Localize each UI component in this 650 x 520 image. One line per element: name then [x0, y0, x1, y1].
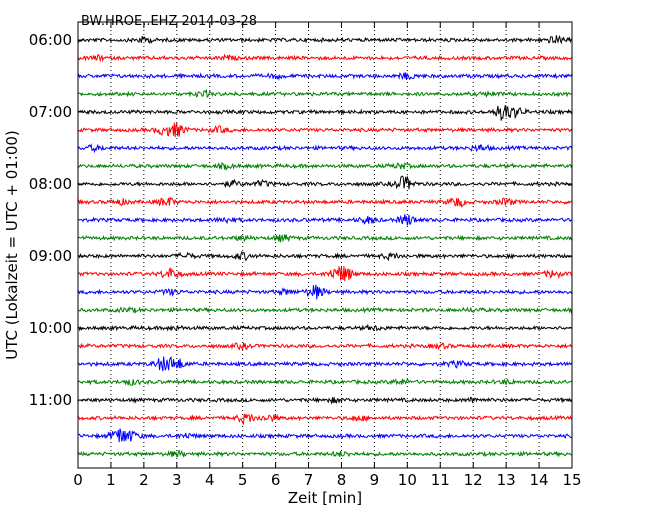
seismic-trace: [77, 175, 573, 190]
x-tick-label: 0: [73, 471, 83, 489]
x-tick-label: 11: [431, 471, 450, 489]
y-axis-ticks: 06:00 07:00 08:00 09:00 10:00 11:00: [29, 31, 572, 409]
x-tick-label: 12: [464, 471, 483, 489]
y-axis-label: UTC (Lokalzeit = UTC + 01:00): [3, 130, 21, 360]
seismic-trace: [77, 214, 573, 226]
seismic-trace: [77, 122, 573, 138]
x-tick-label: 6: [271, 471, 281, 489]
x-tick-label: 5: [238, 471, 248, 489]
x-tick-label: 8: [337, 471, 347, 489]
x-tick-label: 2: [139, 471, 149, 489]
seismic-trace: [77, 34, 573, 45]
x-tick-label: 4: [205, 471, 215, 489]
seismic-trace: [77, 413, 573, 426]
y-tick-label: 08:00: [29, 175, 72, 193]
y-tick-label: 09:00: [29, 247, 72, 265]
vertical-grid: [110, 22, 540, 468]
seismic-trace: [77, 161, 573, 171]
x-tick-label: 1: [106, 471, 116, 489]
seismic-trace: [77, 396, 573, 405]
seismic-trace: [77, 342, 573, 351]
seismic-trace: [77, 428, 573, 443]
seismic-trace: [77, 356, 573, 372]
x-tick-label: 15: [562, 471, 581, 489]
seismic-trace: [77, 72, 573, 81]
seismic-trace: [77, 143, 573, 154]
x-tick-label: 14: [530, 471, 549, 489]
x-tick-label: 9: [370, 471, 380, 489]
seismic-trace: [77, 284, 573, 300]
y-tick-label: 10:00: [29, 319, 72, 337]
seismic-trace: [77, 233, 573, 243]
x-tick-label: 7: [304, 471, 314, 489]
trace-layer: [77, 34, 573, 458]
x-tick-label: 3: [172, 471, 182, 489]
seismic-trace: [77, 378, 573, 386]
plot-frame: [77, 21, 573, 469]
y-tick-label: 11:00: [29, 391, 72, 409]
seismic-trace: [77, 104, 573, 121]
seismic-trace: [77, 250, 573, 262]
seismic-trace: [77, 53, 573, 63]
seismic-trace: [77, 449, 573, 458]
y-tick-label: 06:00: [29, 31, 72, 49]
x-tick-label: 13: [497, 471, 516, 489]
seismic-trace: [77, 306, 573, 314]
x-axis-ticks: 0 1 2 3 4 5 6 7 8 9 10 11 12 13 14 15: [73, 22, 582, 489]
x-tick-label: 10: [398, 471, 417, 489]
x-axis-label: Zeit [min]: [288, 489, 362, 507]
seismic-trace: [77, 323, 573, 332]
seismic-trace: [77, 196, 573, 208]
seismic-trace: [77, 88, 573, 99]
y-tick-label: 07:00: [29, 103, 72, 121]
seismic-trace: [77, 265, 573, 282]
